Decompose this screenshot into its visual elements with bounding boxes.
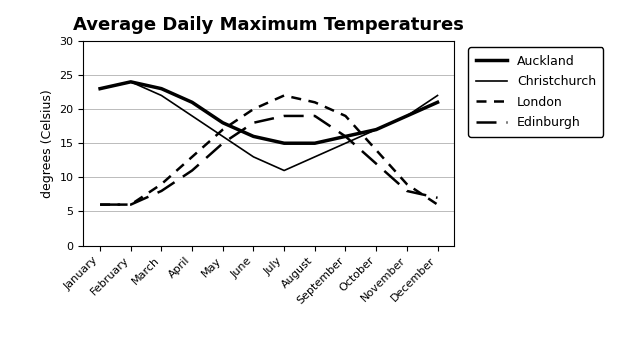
Auckland: [188, 100, 196, 104]
London: [157, 182, 165, 186]
Christchurch: [96, 87, 104, 91]
Christchurch: [342, 141, 349, 145]
London: [311, 100, 319, 104]
Auckland: [372, 128, 380, 132]
Title: Average Daily Maximum Temperatures: Average Daily Maximum Temperatures: [74, 16, 464, 34]
Christchurch: [250, 155, 257, 159]
Auckland: [96, 87, 104, 91]
London: [403, 182, 411, 186]
Edinburgh: [372, 162, 380, 166]
Legend: Auckland, Christchurch, London, Edinburgh: Auckland, Christchurch, London, Edinburg…: [468, 47, 604, 137]
Christchurch: [403, 114, 411, 118]
Auckland: [311, 141, 319, 145]
Auckland: [127, 80, 134, 84]
Christchurch: [157, 93, 165, 98]
Christchurch: [188, 114, 196, 118]
Christchurch: [372, 128, 380, 132]
Edinburgh: [250, 121, 257, 125]
Christchurch: [219, 134, 227, 138]
Auckland: [403, 114, 411, 118]
Christchurch: [434, 93, 442, 98]
Auckland: [250, 134, 257, 138]
Christchurch: [311, 155, 319, 159]
Auckland: [342, 134, 349, 138]
London: [127, 203, 134, 207]
Line: Edinburgh: Edinburgh: [100, 116, 438, 205]
Edinburgh: [188, 168, 196, 173]
London: [96, 203, 104, 207]
London: [434, 203, 442, 207]
Edinburgh: [434, 196, 442, 200]
Auckland: [280, 141, 288, 145]
Line: Auckland: Auckland: [100, 82, 438, 143]
London: [250, 107, 257, 111]
Christchurch: [280, 168, 288, 173]
London: [342, 114, 349, 118]
Edinburgh: [403, 189, 411, 193]
Edinburgh: [157, 189, 165, 193]
Christchurch: [127, 80, 134, 84]
Line: Christchurch: Christchurch: [100, 82, 438, 170]
London: [372, 148, 380, 152]
Edinburgh: [342, 134, 349, 138]
Auckland: [157, 87, 165, 91]
Edinburgh: [280, 114, 288, 118]
Edinburgh: [127, 203, 134, 207]
London: [280, 93, 288, 98]
Auckland: [219, 121, 227, 125]
London: [219, 128, 227, 132]
Edinburgh: [96, 203, 104, 207]
Edinburgh: [311, 114, 319, 118]
Y-axis label: degrees (Celsius): degrees (Celsius): [41, 89, 54, 197]
London: [188, 155, 196, 159]
Auckland: [434, 100, 442, 104]
Line: London: London: [100, 95, 438, 205]
Edinburgh: [219, 141, 227, 145]
